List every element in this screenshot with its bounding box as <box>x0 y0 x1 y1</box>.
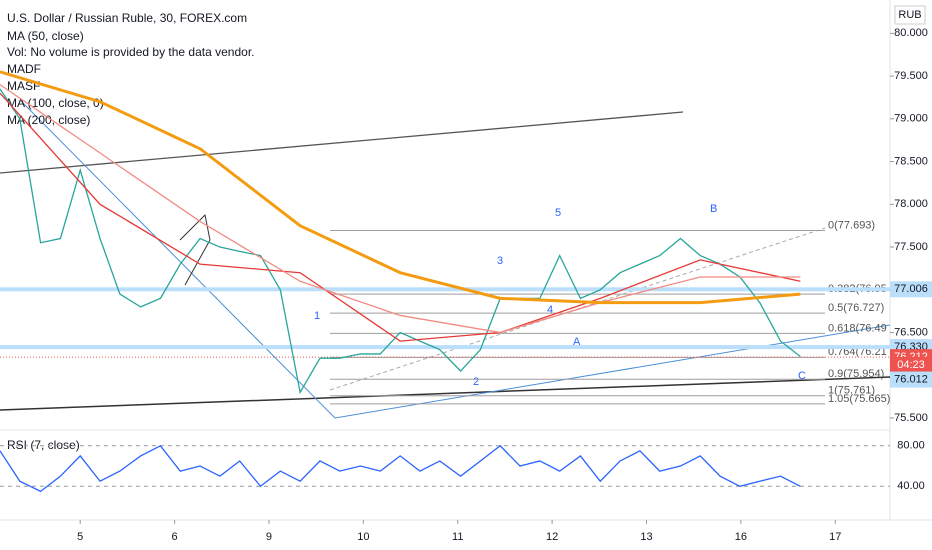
y-tick-label: 75.500 <box>894 412 928 424</box>
x-tick-label: 6 <box>172 531 178 543</box>
rsi-title: RSI (7, close) <box>7 438 80 452</box>
fib-label: 0.764(76.21 <box>828 346 887 358</box>
x-tick-label: 17 <box>829 531 841 543</box>
x-tick-label: 16 <box>735 531 747 543</box>
x-tick-label: 12 <box>546 531 558 543</box>
price-badge-label: 04:23 <box>897 359 925 371</box>
series-line <box>0 92 801 342</box>
wave-label: 3 <box>497 255 503 267</box>
fib-label: 1(75.761) <box>828 385 875 397</box>
y-tick-label: 79.000 <box>894 113 928 125</box>
series-line <box>0 84 801 334</box>
legend-ma50: MA (50, close) <box>7 29 84 43</box>
y-tick-label: 78.000 <box>894 198 928 210</box>
x-tick-label: 9 <box>266 531 272 543</box>
legend-madf: MADF <box>7 62 41 76</box>
chart-title: U.S. Dollar / Russian Ruble, 30, FOREX.c… <box>7 11 247 25</box>
currency: RUB <box>898 9 921 21</box>
y-tick-label: 80.00 <box>897 440 925 452</box>
fib-label: 0(77.693) <box>828 219 875 231</box>
price-badge-label: 77.006 <box>894 283 928 295</box>
wave-label: A <box>573 336 581 348</box>
fib-label: 1.05(75.665) <box>828 393 890 405</box>
fib-label: 0.5(76.727) <box>828 302 884 314</box>
y-tick-label: 77.500 <box>894 241 928 253</box>
series-line <box>0 444 801 493</box>
x-tick-label: 11 <box>452 531 463 543</box>
y-tick-label: 79.500 <box>894 70 928 82</box>
level-band <box>0 345 890 350</box>
wave-label: 4 <box>547 304 553 316</box>
y-tick-label: 40.00 <box>897 480 925 492</box>
x-tick-label: 13 <box>640 531 652 543</box>
level-band <box>0 287 890 292</box>
fib-label: 0.9(75.954) <box>828 368 884 380</box>
wave-label: 2 <box>473 376 479 388</box>
series-line <box>0 88 801 395</box>
x-tick-label: 5 <box>77 531 83 543</box>
y-tick-label: 76.500 <box>894 326 928 338</box>
trendline <box>0 376 891 411</box>
wave-label: C <box>798 370 806 382</box>
wave-label: 5 <box>555 207 561 219</box>
wave-label: B <box>710 203 717 215</box>
price-badge-label: 76.012 <box>894 373 928 385</box>
price-badge <box>890 357 932 374</box>
series-line <box>0 70 801 305</box>
price-badge <box>890 371 932 388</box>
y-tick-label: 80.000 <box>894 27 928 39</box>
fib-label: 0.618(76.49 <box>828 322 887 334</box>
wave-label: 1 <box>314 310 320 322</box>
drawn-line <box>19 99 891 419</box>
x-tick-label: 10 <box>357 531 369 543</box>
currency-box[interactable] <box>894 5 926 25</box>
y-tick-label: 78.500 <box>894 155 928 167</box>
price-badge <box>890 281 932 298</box>
volume-note: Vol: No volume is provided by the data v… <box>7 45 254 59</box>
